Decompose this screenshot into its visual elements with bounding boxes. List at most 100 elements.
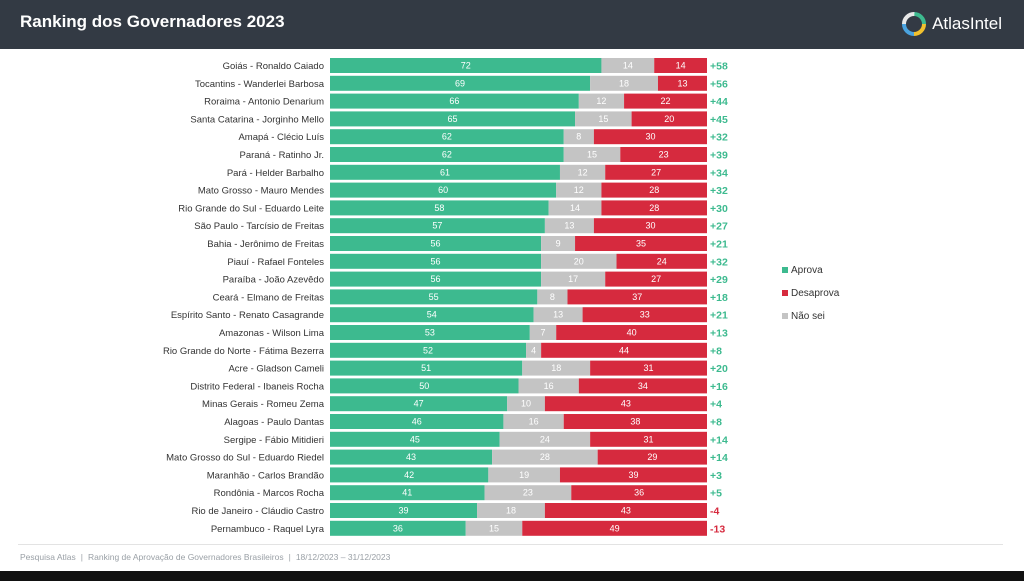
category-label: Distrito Federal - Ibaneis Rocha [190,381,324,392]
data-label: 35 [636,239,646,249]
data-label: 62 [442,150,452,160]
bar-segment-n-o-sei [541,236,576,251]
data-label: 52 [423,345,433,355]
data-label: 17 [568,274,578,284]
data-label: 69 [455,78,465,88]
data-label: 36 [393,523,403,533]
bar-segment-n-o-sei [559,164,606,180]
bar-segment-aprova [330,289,538,305]
legend-label: Aprova [791,265,823,276]
data-label: 24 [657,256,667,266]
bar-segment-aprova [330,236,542,251]
data-label: 37 [632,292,642,302]
footer: Pesquisa Atlas | Ranking de Aprovação de G… [20,552,391,562]
bar-segment-desaprova [593,218,707,234]
category-label: Bahia - Jerônimo de Freitas [207,239,324,250]
category-label: Rio Grande do Norte - Fátima Bezerra [163,346,325,357]
data-label: 34 [638,381,648,391]
net-approval-label: +14 [710,452,728,464]
data-label: 19 [519,470,529,480]
category-label: Pernambuco - Raquel Lyra [211,524,325,535]
bar-segment-desaprova [559,467,707,483]
bar-segment-n-o-sei [541,253,617,269]
data-label: 33 [640,310,650,320]
net-approval-label: +45 [710,114,728,126]
bar-segment-n-o-sei [563,147,621,162]
bar-segment-desaprova [605,164,707,180]
bar-segment-n-o-sei [484,485,572,501]
data-label: 58 [434,203,444,213]
bar-segment-desaprova [593,129,707,145]
data-label: 47 [414,399,424,409]
bar-segment-n-o-sei [518,378,579,394]
bar-segment-n-o-sei [548,200,602,216]
footer-source: Pesquisa Atlas [20,552,76,562]
bar-segment-aprova [330,58,602,73]
net-approval-label: +39 [710,150,728,162]
bar-segment-desaprova [541,342,707,358]
data-label: 31 [644,363,654,373]
data-label: 27 [651,167,661,177]
data-label: 12 [596,96,606,106]
bar-segment-n-o-sei [537,289,568,305]
bar-segment-aprova [330,253,542,269]
data-label: 43 [406,452,416,462]
data-label: 56 [431,256,441,266]
category-label: Amazonas - Wilson Lima [219,328,325,339]
bar-segment-n-o-sei [544,218,594,234]
net-approval-label: +27 [710,221,728,233]
bar-segment-aprova [330,325,530,340]
bar-segment-n-o-sei [575,111,632,127]
data-label: 49 [610,523,620,533]
footer-description: Ranking de Aprovação de Governadores Bra… [87,552,284,562]
bar-segment-n-o-sei [578,93,625,109]
bar-segment-desaprova [571,485,707,501]
net-approval-label: +16 [710,381,728,393]
bar-segment-aprova [330,503,478,518]
bar-segment-aprova [330,449,493,465]
data-label: 23 [523,488,533,498]
data-label: 57 [432,221,442,231]
footer-period: 18/12/2023 – 31/12/2023 [295,552,391,562]
bar-segment-desaprova [544,396,707,412]
data-label: 31 [644,434,654,444]
bar-segment-desaprova [631,111,707,127]
category-label: Paraíba - João Azevêdo [223,275,324,286]
bar-segment-aprova [330,360,523,376]
net-approval-label: -4 [710,506,719,518]
bar-segment-aprova [330,182,557,198]
bar-segment-aprova [330,467,489,483]
net-approval-label: +20 [710,363,728,375]
data-label: 15 [598,114,608,124]
bar-segment-n-o-sei [526,342,542,358]
data-label: 18 [619,78,629,88]
bar-segment-n-o-sei [465,520,523,536]
data-label: 4 [531,345,536,355]
legend-swatch [782,290,788,296]
bar-segment-desaprova [578,378,707,394]
data-label: 16 [544,381,554,391]
legend-label: Não sei [791,311,825,322]
data-label: 28 [649,185,659,195]
net-approval-label: +32 [710,256,728,268]
net-approval-label: +21 [710,239,728,251]
data-label: 44 [619,345,629,355]
ranking-chart: Goiás - Ronaldo Caiado 72 14 14 +58Tocantins… [163,58,840,536]
data-label: 42 [404,470,414,480]
bar-segment-n-o-sei [499,431,591,447]
category-label: Mato Grosso do Sul - Eduardo Riedel [166,453,324,464]
bar-segment-desaprova [601,200,707,216]
bar-segment-n-o-sei [541,271,606,287]
bar-segment-desaprova [556,325,707,340]
data-label: 54 [427,310,437,320]
data-label: 28 [540,452,550,462]
net-approval-label: +44 [710,96,728,108]
bar-segment-aprova [330,75,591,91]
net-approval-label: +32 [710,185,728,197]
net-approval-label: +21 [710,310,728,322]
data-label: 10 [521,399,531,409]
category-label: Roraima - Antonio Denarium [204,97,324,108]
net-approval-label: +56 [710,78,728,90]
bar-segment-aprova [330,147,564,162]
category-label: Rondônia - Marcos Rocha [214,488,325,499]
